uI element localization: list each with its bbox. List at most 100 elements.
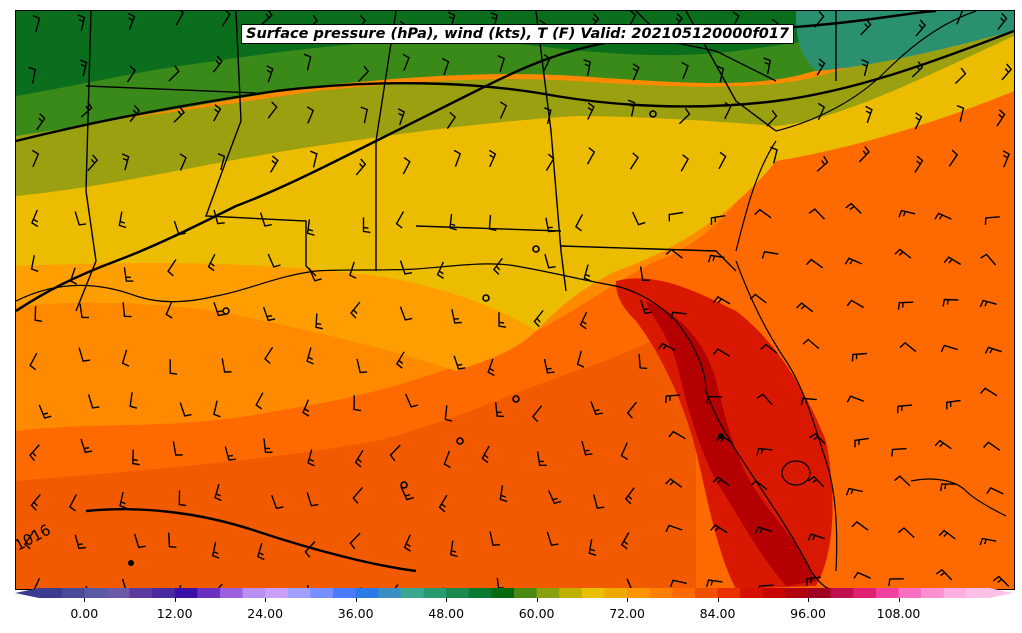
wind-barb	[34, 306, 43, 322]
wind-barb	[496, 577, 504, 589]
wind-barb	[716, 65, 725, 83]
temperature-field-olive-band	[16, 11, 1014, 196]
wind-barb	[132, 449, 140, 466]
wind-barb	[620, 442, 628, 460]
wind-barb	[119, 491, 127, 509]
wind-barb	[489, 531, 501, 546]
wind-barb	[395, 211, 405, 229]
wind-barb	[357, 65, 370, 83]
wind-barb	[802, 338, 820, 350]
colorbar-segment	[966, 588, 990, 598]
wind-barb	[639, 266, 650, 282]
wind-barb	[979, 299, 997, 308]
wind-barb	[497, 54, 505, 73]
wind-barb	[168, 65, 180, 82]
wind-barb	[712, 295, 731, 305]
wind-barb	[306, 219, 315, 236]
wind-barb	[628, 11, 637, 28]
wind-barb	[269, 155, 279, 173]
wind-barb	[816, 155, 829, 172]
wind-barb	[499, 485, 508, 503]
wind-barb	[899, 341, 917, 353]
colorbar-tick-label: 108.00	[876, 606, 921, 621]
wind-barb	[302, 399, 310, 417]
wind-barb	[865, 105, 873, 124]
wind-barb	[678, 107, 691, 125]
colorbar-tick-label: 84.00	[699, 606, 736, 621]
wind-barb	[213, 209, 225, 225]
wind-barb	[579, 311, 588, 330]
colorbar-segment	[830, 588, 854, 598]
wind-barb	[259, 212, 272, 227]
wind-barb	[807, 475, 825, 488]
wind-barb	[267, 253, 281, 268]
wind-barb	[352, 486, 364, 504]
wind-barb	[851, 520, 869, 531]
wind-barb	[546, 531, 559, 546]
wind-barb	[891, 447, 907, 457]
wind-barb	[911, 61, 924, 78]
colorbar-tick-mark	[808, 598, 810, 602]
wind-barb	[712, 348, 731, 357]
wind-barb	[946, 399, 961, 410]
wind-barb	[498, 312, 507, 328]
wind-barb	[575, 213, 584, 232]
wind-barb	[36, 113, 46, 131]
wind-barb	[306, 492, 319, 507]
wind-barb	[986, 487, 1004, 495]
wind-barb	[30, 493, 41, 511]
wind-barb	[262, 306, 276, 322]
wind-barb	[808, 208, 826, 220]
wind-barb	[173, 106, 185, 123]
wind-barb	[533, 310, 544, 328]
colorbar-segment	[355, 588, 379, 598]
wind-barb	[626, 578, 633, 589]
wind-barb	[805, 258, 824, 269]
wind-barb	[169, 359, 178, 375]
colorbar-segment	[61, 588, 85, 598]
wind-barb	[898, 527, 915, 539]
colorbar-segment	[604, 588, 628, 598]
wind-barb	[129, 392, 138, 409]
wind-barb	[123, 267, 134, 282]
wind-barb	[992, 575, 1010, 587]
wind-barb	[1002, 150, 1010, 168]
wind-barb	[213, 104, 222, 122]
weather-map: 1016	[16, 11, 1014, 589]
colorbar-max-extend	[989, 588, 1013, 598]
wind-barb	[308, 267, 322, 282]
wind-barb	[544, 107, 552, 125]
wind-barb	[816, 58, 826, 76]
wind-barb	[178, 490, 187, 507]
colorbar-segment	[468, 588, 492, 598]
wind-barb	[583, 264, 591, 282]
wind-barb	[315, 313, 323, 330]
wind-barb	[665, 248, 683, 259]
wind-barb	[350, 301, 361, 319]
wind-barb	[581, 440, 593, 456]
wind-barb	[544, 254, 556, 269]
wind-barb	[306, 347, 314, 365]
wind-barb	[897, 301, 914, 310]
colorbar-segment	[898, 588, 922, 598]
wind-barb	[668, 211, 684, 222]
wind-barb	[914, 155, 924, 173]
wind-barb	[996, 109, 1006, 127]
colorbar-segment	[514, 588, 538, 598]
wind-barb	[770, 146, 778, 164]
wind-barb	[481, 445, 490, 464]
colorbar-segment	[649, 588, 673, 598]
wind-barb	[853, 571, 871, 579]
colorbar-segment	[943, 588, 967, 598]
wind-barb	[167, 259, 177, 277]
wind-barb	[754, 526, 773, 534]
wind-barb	[760, 343, 778, 354]
wind-barb	[809, 432, 826, 445]
wind-barb	[306, 106, 315, 124]
colorbar-segment	[242, 588, 266, 598]
wind-barb	[846, 395, 864, 403]
wind-barb	[710, 524, 728, 534]
wind-barb	[761, 251, 779, 259]
wind-barb	[588, 539, 597, 556]
wind-barb	[954, 67, 967, 84]
